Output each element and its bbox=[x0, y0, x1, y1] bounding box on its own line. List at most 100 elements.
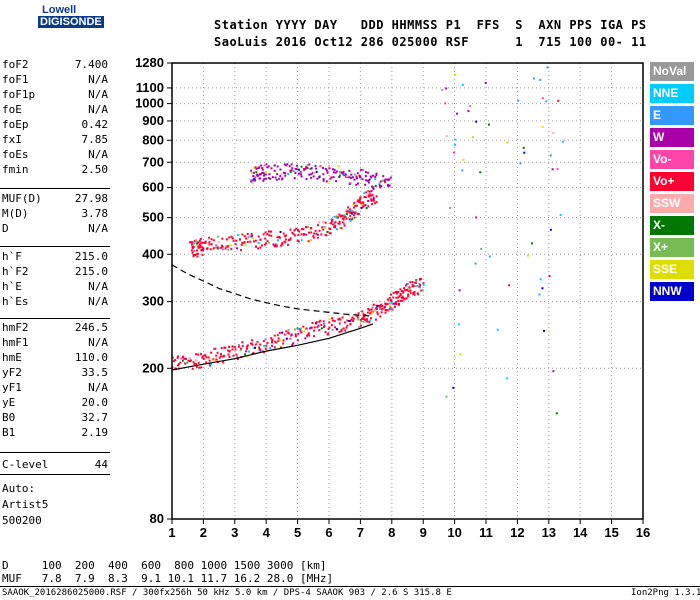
echo-point bbox=[326, 230, 329, 233]
echo-point bbox=[216, 247, 219, 250]
echo-point bbox=[279, 168, 282, 171]
echo-point bbox=[209, 364, 212, 367]
echo-point bbox=[326, 171, 329, 174]
echo-point bbox=[195, 363, 198, 366]
echo-point bbox=[411, 284, 414, 287]
echo-point bbox=[261, 168, 264, 171]
param-separator bbox=[0, 318, 110, 319]
echo-point bbox=[270, 167, 273, 170]
sparse-point bbox=[541, 97, 544, 100]
echo-point bbox=[270, 337, 273, 340]
echo-point bbox=[279, 230, 282, 233]
echo-point bbox=[403, 287, 406, 290]
param-row: hmF1 N/A bbox=[2, 336, 108, 349]
param-row: M(D) 3.78 bbox=[2, 207, 108, 220]
y-tick-label: 500 bbox=[142, 210, 164, 225]
echo-point bbox=[289, 337, 292, 340]
legend-item-e: E bbox=[650, 106, 694, 125]
echo-point bbox=[227, 248, 230, 251]
echo-point bbox=[332, 176, 335, 179]
profile-line bbox=[171, 323, 374, 371]
echo-point bbox=[419, 284, 422, 287]
echo-point bbox=[375, 318, 378, 321]
param-key: B0 bbox=[2, 411, 16, 424]
echo-point bbox=[275, 178, 278, 181]
echo-point bbox=[192, 253, 195, 256]
echo-point bbox=[221, 248, 224, 251]
y-tick-label: 80 bbox=[150, 511, 164, 526]
echo-point bbox=[215, 244, 218, 247]
echo-point bbox=[270, 230, 273, 233]
echo-point bbox=[351, 212, 354, 215]
echo-point bbox=[199, 237, 202, 240]
echo-point bbox=[346, 175, 349, 178]
echo-point bbox=[411, 285, 414, 288]
echo-point bbox=[241, 344, 244, 347]
x-tick-label: 11 bbox=[479, 525, 493, 540]
echo-point bbox=[174, 367, 177, 370]
echo-point bbox=[360, 206, 363, 209]
param-value: 3.78 bbox=[81, 207, 109, 220]
echo-point bbox=[323, 324, 326, 327]
echo-point bbox=[290, 163, 293, 166]
echo-point bbox=[252, 175, 255, 178]
echo-point bbox=[250, 342, 253, 345]
echo-point bbox=[388, 296, 391, 299]
echo-point bbox=[203, 354, 206, 357]
echo-point bbox=[234, 348, 237, 351]
echo-point bbox=[351, 209, 354, 212]
sparse-point bbox=[539, 78, 542, 81]
echo-point bbox=[214, 347, 217, 350]
echo-point bbox=[302, 233, 305, 236]
echo-point bbox=[337, 222, 340, 225]
echo-point bbox=[341, 316, 344, 319]
echo-point bbox=[367, 307, 370, 310]
echo-point bbox=[421, 289, 424, 292]
echo-point bbox=[315, 321, 318, 324]
sparse-point bbox=[484, 81, 487, 84]
echo-point bbox=[383, 306, 386, 309]
echo-point bbox=[285, 234, 288, 237]
echo-point bbox=[235, 239, 238, 242]
echo-point bbox=[365, 191, 368, 194]
echo-point bbox=[371, 174, 374, 177]
param-separator bbox=[0, 246, 110, 247]
echo-point bbox=[313, 232, 316, 235]
param-separator bbox=[0, 452, 110, 453]
echo-point bbox=[331, 223, 334, 226]
echo-point bbox=[268, 173, 271, 176]
echo-point bbox=[311, 321, 314, 324]
echo-point bbox=[256, 173, 259, 176]
param-key: M(D) bbox=[2, 207, 29, 220]
echo-point bbox=[349, 211, 352, 214]
echo-point bbox=[345, 217, 348, 220]
echo-point bbox=[289, 237, 292, 240]
echo-point bbox=[340, 171, 343, 174]
header-line1: Station YYYY DAY DDD HHMMSS P1 FFS S AXN… bbox=[214, 18, 647, 32]
echo-point bbox=[351, 176, 354, 179]
echo-point bbox=[406, 282, 409, 285]
echo-point bbox=[212, 247, 215, 250]
param-value: N/A bbox=[88, 88, 108, 101]
echo-point bbox=[356, 182, 359, 185]
echo-point bbox=[206, 247, 209, 250]
echo-point bbox=[342, 218, 345, 221]
echo-point bbox=[254, 176, 257, 179]
echo-point bbox=[239, 347, 242, 350]
echo-point bbox=[289, 169, 292, 172]
param-key: foEs bbox=[2, 148, 29, 161]
echo-point bbox=[389, 298, 392, 301]
param-value: 2.50 bbox=[81, 163, 109, 176]
echo-point bbox=[318, 229, 321, 232]
echo-point bbox=[335, 170, 338, 173]
param-row: D N/A bbox=[2, 222, 108, 235]
echo-point bbox=[333, 168, 336, 171]
echo-point bbox=[412, 293, 415, 296]
echo-point bbox=[181, 359, 184, 362]
sparse-point bbox=[475, 216, 478, 219]
echo-point bbox=[231, 345, 234, 348]
echo-point bbox=[257, 247, 260, 250]
sparse-point bbox=[444, 102, 447, 105]
echo-point bbox=[315, 171, 318, 174]
